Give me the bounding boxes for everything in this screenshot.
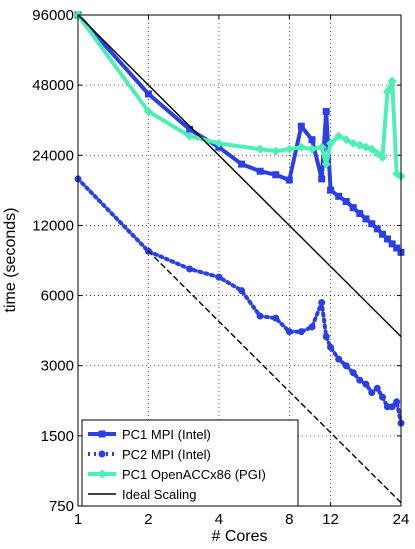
data-point bbox=[186, 125, 194, 133]
data-point bbox=[144, 90, 152, 98]
series-line bbox=[147, 250, 402, 504]
data-point bbox=[373, 225, 381, 233]
x-tick-label: 8 bbox=[285, 511, 293, 528]
data-point bbox=[387, 76, 397, 86]
series-layer bbox=[73, 10, 406, 504]
data-point bbox=[348, 138, 358, 148]
data-point bbox=[185, 131, 195, 141]
data-point bbox=[256, 312, 264, 320]
data-point bbox=[97, 469, 107, 479]
series-line bbox=[76, 13, 403, 179]
data-point bbox=[238, 160, 246, 168]
data-point bbox=[349, 204, 357, 212]
y-tick-label: 750 bbox=[49, 498, 74, 515]
y-tick-label: 48000 bbox=[32, 77, 74, 94]
data-point bbox=[308, 323, 316, 331]
y-axis-label: time (seconds) bbox=[2, 208, 19, 313]
data-point bbox=[272, 314, 280, 322]
data-point bbox=[388, 240, 396, 248]
data-point bbox=[335, 192, 343, 200]
data-point bbox=[393, 398, 401, 406]
data-point bbox=[296, 142, 306, 152]
data-point bbox=[285, 176, 293, 184]
y-tick-label: 24000 bbox=[32, 147, 74, 164]
y-tick-label: 6000 bbox=[41, 288, 74, 305]
series-3 bbox=[77, 14, 402, 338]
data-point bbox=[342, 362, 350, 370]
data-point bbox=[327, 343, 335, 351]
legend-label: Ideal Scaling bbox=[122, 487, 196, 502]
y-tick-label: 1500 bbox=[41, 428, 74, 445]
data-point bbox=[393, 244, 401, 252]
legend-label: PC1 MPI (Intel) bbox=[122, 427, 211, 442]
series-2 bbox=[73, 10, 406, 181]
data-point bbox=[98, 450, 106, 458]
x-tick-label: 1 bbox=[74, 511, 82, 528]
data-point bbox=[322, 107, 330, 115]
data-point bbox=[334, 131, 344, 141]
data-point bbox=[98, 430, 106, 438]
x-tick-label: 12 bbox=[322, 511, 339, 528]
data-point bbox=[383, 235, 391, 243]
data-point bbox=[322, 333, 330, 341]
data-point bbox=[215, 273, 223, 281]
series-line bbox=[77, 14, 402, 338]
data-point bbox=[378, 230, 386, 238]
data-point bbox=[368, 389, 376, 397]
data-point bbox=[255, 144, 265, 154]
data-point bbox=[378, 393, 386, 401]
data-point bbox=[238, 287, 246, 295]
data-point bbox=[377, 152, 387, 162]
data-point bbox=[271, 146, 281, 156]
x-axis-label: # Cores bbox=[211, 528, 267, 545]
data-point bbox=[341, 135, 351, 145]
data-point bbox=[214, 138, 224, 148]
data-point bbox=[362, 380, 370, 388]
data-point bbox=[317, 142, 327, 152]
data-point bbox=[285, 328, 293, 336]
data-point bbox=[382, 87, 392, 97]
y-tick-label: 3000 bbox=[41, 358, 74, 375]
x-tick-label: 2 bbox=[144, 511, 152, 528]
data-point bbox=[297, 122, 305, 130]
legend-label: PC2 MPI (Intel) bbox=[122, 447, 211, 462]
legend: PC1 MPI (Intel) PC2 MPI (Intel) PC1 OpenAC… bbox=[81, 419, 299, 507]
data-point bbox=[284, 144, 294, 154]
data-point bbox=[388, 403, 396, 411]
y-tick-label: 12000 bbox=[32, 217, 74, 234]
series-1 bbox=[74, 175, 405, 427]
data-point bbox=[186, 265, 194, 273]
series-4 bbox=[147, 250, 402, 504]
data-point bbox=[143, 106, 153, 116]
data-point bbox=[356, 376, 364, 384]
legend-label: PC1 OpenACCx86 (PGI) bbox=[122, 467, 266, 482]
data-point bbox=[272, 171, 280, 179]
data-point bbox=[307, 144, 317, 154]
data-point bbox=[373, 384, 381, 392]
data-point bbox=[368, 220, 376, 228]
x-tick-label: 4 bbox=[215, 511, 223, 528]
tick-labels: 1 2 4 8 12 2475015003000600012000240004800096… bbox=[32, 7, 409, 528]
data-point bbox=[372, 148, 382, 158]
data-point bbox=[327, 186, 335, 194]
data-point bbox=[318, 299, 326, 307]
data-point bbox=[342, 198, 350, 206]
series-0 bbox=[74, 11, 405, 256]
data-point bbox=[321, 159, 331, 169]
data-point bbox=[349, 369, 357, 377]
data-point bbox=[318, 175, 326, 183]
data-point bbox=[326, 138, 336, 148]
data-point bbox=[256, 167, 264, 175]
legend-box bbox=[81, 419, 299, 507]
data-point bbox=[335, 355, 343, 363]
data-point bbox=[367, 144, 377, 154]
y-tick-label: 96000 bbox=[32, 7, 74, 24]
data-point bbox=[297, 328, 305, 336]
data-point bbox=[362, 215, 370, 223]
x-tick-label: 24 bbox=[393, 511, 410, 528]
data-point bbox=[356, 210, 364, 218]
data-point bbox=[308, 136, 316, 144]
